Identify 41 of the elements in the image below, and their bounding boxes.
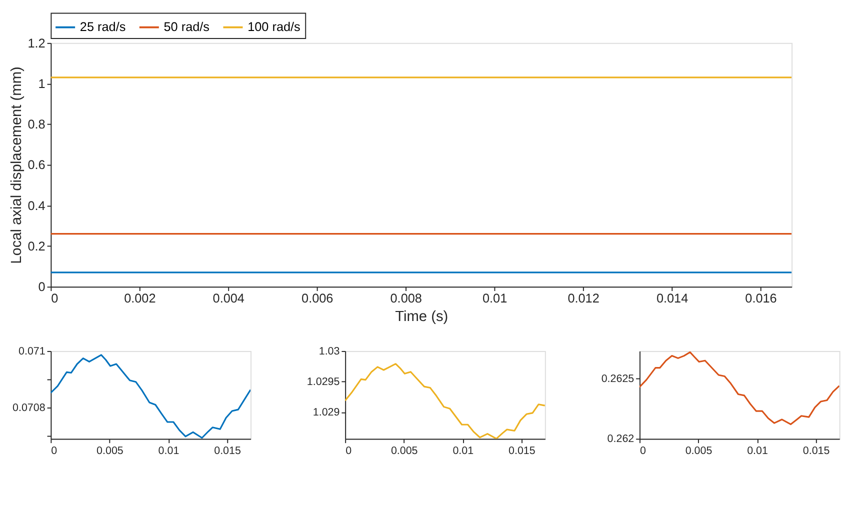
x-tick-label: 0.014 <box>656 292 688 306</box>
x-tick-label: 0.015 <box>508 444 536 457</box>
y-tick-label: 0.6 <box>28 158 46 172</box>
x-tick-label: 0.012 <box>568 292 600 306</box>
y-tick-label: 0.8 <box>28 118 46 132</box>
y-tick-label: 1 <box>38 76 46 91</box>
x-tick-label: 0.016 <box>745 292 777 306</box>
y-tick-label: 0.262 <box>607 433 634 446</box>
x-axis-title: Time (s) <box>395 309 448 326</box>
x-tick-label: 0 <box>346 444 352 457</box>
x-tick-label: 0.008 <box>390 292 422 306</box>
y-tick-label: 0.0708 <box>12 402 46 414</box>
y-tick-label: 1.029 <box>312 406 340 419</box>
y-tick-label: 0.2 <box>28 239 46 254</box>
legend-label: 100 rad/s <box>248 20 300 34</box>
x-tick-label: 0.005 <box>96 444 124 457</box>
legend-label: 50 rad/s <box>164 20 210 34</box>
y-tick-label: 0.2625 <box>601 373 634 386</box>
y-tick-label: 1.2 <box>28 36 46 50</box>
x-tick-label: 0.01 <box>158 444 180 457</box>
x-tick-label: 0.01 <box>747 444 768 457</box>
x-tick-label: 0.005 <box>685 444 712 457</box>
x-tick-label: 0.002 <box>124 292 156 306</box>
x-tick-label: 0 <box>51 292 58 306</box>
x-tick-label: 0.01 <box>452 444 474 457</box>
x-tick-label: 0.01 <box>482 292 508 306</box>
legend-label: 25 rad/s <box>80 20 126 34</box>
x-tick-label: 0 <box>640 444 646 457</box>
y-axis-title: Local axial displacement (mm) <box>8 66 25 264</box>
y-tick-label: 1.0295 <box>306 376 340 388</box>
x-tick-label: 0.015 <box>214 444 241 457</box>
line-series <box>639 351 840 426</box>
y-tick-label: 0.071 <box>18 345 46 358</box>
x-tick-label: 0.006 <box>302 292 334 306</box>
y-tick-label: 0.4 <box>28 198 46 213</box>
y-tick-label: 1.03 <box>318 345 340 358</box>
x-tick-label: 0.004 <box>212 292 244 306</box>
x-tick-label: 0 <box>51 444 58 457</box>
y-tick-label: 0 <box>38 280 46 294</box>
x-tick-label: 0.005 <box>390 444 418 457</box>
x-tick-label: 0.015 <box>802 444 830 457</box>
